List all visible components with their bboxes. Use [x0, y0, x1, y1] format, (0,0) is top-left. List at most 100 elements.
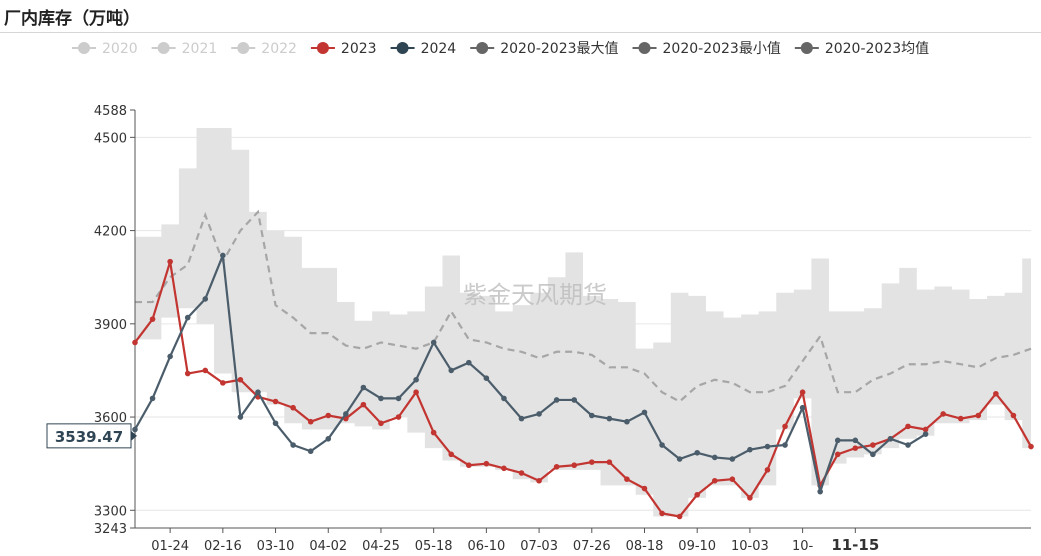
legend-marker-2021[interactable] — [157, 42, 170, 54]
data-point-2024 — [483, 375, 490, 382]
data-point-2024 — [132, 426, 138, 433]
data-point-2024 — [466, 359, 472, 366]
data-point-2024 — [624, 418, 630, 425]
data-point-2024 — [870, 451, 876, 458]
data-point-2023 — [922, 426, 929, 433]
y-tick-label: 3600 — [94, 411, 127, 426]
data-point-2023 — [1028, 443, 1034, 450]
data-point-2024 — [202, 296, 209, 302]
x-tick-label: 09-10 — [678, 539, 716, 554]
data-point-2023 — [430, 429, 437, 436]
data-point-2024 — [729, 456, 736, 462]
data-point-2023 — [360, 401, 367, 408]
data-point-2023 — [448, 451, 455, 458]
data-point-2024 — [413, 376, 419, 383]
data-point-2024 — [360, 384, 367, 391]
title-divider — [0, 32, 1041, 33]
max-min-band — [135, 128, 1031, 517]
data-point-2024 — [852, 437, 859, 444]
data-point-2024 — [694, 449, 700, 456]
data-point-2023 — [325, 412, 332, 419]
data-point-2023 — [588, 459, 595, 465]
data-point-2024 — [430, 339, 437, 346]
data-point-2024 — [747, 446, 753, 453]
data-point-2024 — [553, 397, 560, 403]
data-point-2024 — [325, 436, 332, 442]
data-point-2023 — [536, 477, 542, 484]
data-point-2023 — [290, 404, 296, 411]
axis-pointer-value: 3539.47 — [55, 428, 123, 446]
x-tick-label: 11-15 — [831, 536, 879, 554]
data-point-2024 — [343, 411, 349, 417]
data-point-2023 — [149, 316, 156, 322]
data-point-2023 — [799, 389, 806, 395]
data-point-2023 — [711, 477, 718, 484]
data-point-2023 — [694, 491, 700, 498]
data-point-2023 — [518, 470, 525, 476]
data-point-2023 — [641, 485, 648, 492]
legend-label-2022[interactable]: 2022 — [261, 41, 297, 57]
data-point-2024 — [764, 443, 771, 450]
data-point-2023 — [237, 376, 244, 383]
legend-marker-2020[interactable] — [78, 42, 90, 54]
x-tick-label: 01-24 — [151, 539, 189, 554]
data-point-2024 — [307, 448, 314, 455]
legend-label-2021[interactable]: 2021 — [182, 41, 218, 57]
axis-pointer-box — [46, 423, 132, 449]
data-point-2023 — [571, 462, 578, 469]
legend-label-2023[interactable]: 2023 — [341, 41, 377, 57]
legend-label-2024[interactable]: 2024 — [421, 41, 457, 57]
data-point-2023 — [167, 258, 173, 265]
x-tick-label: 07-26 — [573, 539, 611, 554]
data-point-2024 — [834, 437, 841, 444]
x-tick-label: 08-18 — [626, 539, 664, 554]
y-tick-label: 3300 — [94, 504, 127, 519]
legend-marker-2020-2023最小值[interactable] — [638, 42, 651, 54]
legend-label-2020-2023均值[interactable]: 2020-2023均值 — [825, 41, 929, 57]
x-tick-label: 04-25 — [362, 539, 400, 554]
data-point-2024 — [676, 456, 683, 462]
data-point-2023 — [782, 423, 788, 430]
data-point-2023 — [378, 420, 384, 427]
watermark-text: 紫金天风期货 — [463, 281, 607, 309]
data-point-2023 — [905, 423, 911, 430]
data-point-2023 — [676, 513, 683, 520]
data-point-2023 — [606, 459, 613, 465]
legend-marker-2024[interactable] — [396, 42, 409, 54]
y-tick-label: 4500 — [94, 131, 127, 146]
y-tick-label: 4200 — [94, 225, 127, 240]
y-tick-label: 3243 — [94, 522, 127, 537]
legend-marker-2023[interactable] — [316, 42, 329, 54]
data-point-2024 — [887, 436, 894, 442]
legend-marker-2022[interactable] — [237, 42, 250, 54]
legend-marker-2020-2023最大值[interactable] — [476, 42, 489, 54]
y-tick-label: 4588 — [94, 104, 127, 119]
x-tick-label: 05-18 — [415, 539, 453, 554]
legend-label-2020-2023最小值[interactable]: 2020-2023最小值 — [663, 41, 781, 57]
page-title: 厂内库存（万吨） — [4, 9, 140, 29]
y-tick-label: 3900 — [94, 318, 127, 333]
series-line-2023 — [134, 260, 1032, 518]
x-tick-label: 03-10 — [257, 539, 295, 554]
data-point-2024 — [711, 454, 718, 461]
data-point-2024 — [448, 367, 455, 374]
data-point-2023 — [729, 476, 736, 483]
data-point-2023 — [501, 465, 507, 472]
legend-marker-2020-2023均值[interactable] — [800, 42, 813, 54]
x-tick-label: 07-03 — [520, 539, 558, 554]
data-point-2023 — [395, 414, 402, 420]
data-point-2024 — [255, 389, 261, 395]
data-point-2023 — [940, 411, 946, 417]
legend-label-2020-2023最大值[interactable]: 2020-2023最大值 — [500, 41, 618, 57]
x-tick-label: 02-16 — [204, 539, 242, 554]
mean-line — [135, 209, 1032, 403]
data-point-2024 — [518, 415, 525, 422]
data-point-2023 — [272, 398, 279, 405]
data-point-2023 — [870, 442, 876, 448]
data-point-2023 — [202, 367, 209, 374]
data-point-2024 — [922, 431, 929, 437]
data-point-2024 — [588, 412, 595, 419]
x-tick-label: 06-10 — [467, 539, 505, 554]
legend-label-2020[interactable]: 2020 — [102, 41, 138, 57]
data-point-2024 — [905, 442, 911, 448]
